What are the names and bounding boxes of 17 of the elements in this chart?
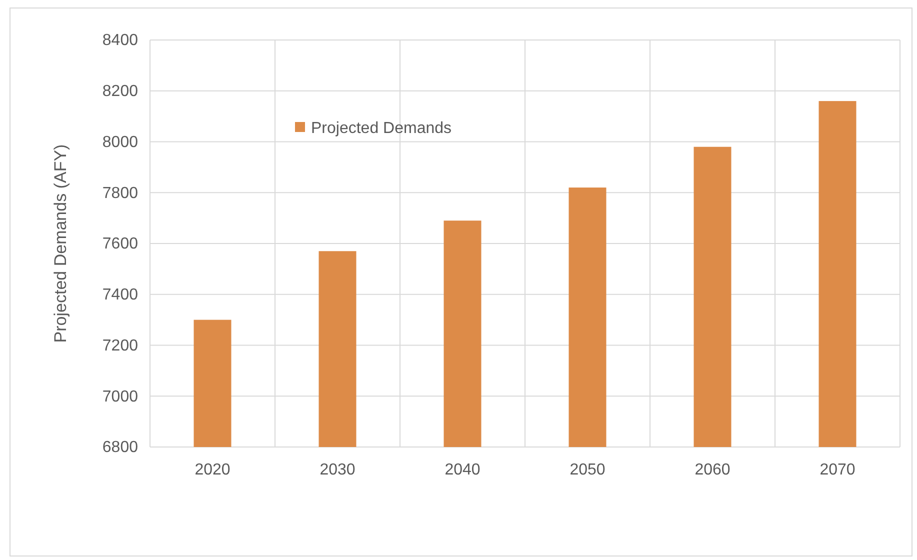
x-tick-label: 2030 bbox=[320, 461, 356, 478]
y-tick-label: 6800 bbox=[102, 439, 138, 456]
x-tick-label: 2040 bbox=[444, 461, 480, 478]
x-tick-label: 2020 bbox=[194, 461, 230, 478]
y-tick-label: 7400 bbox=[102, 286, 138, 304]
x-tick-label: 2060 bbox=[694, 461, 730, 478]
y-tick-label: 7000 bbox=[102, 388, 138, 406]
y-tick-label: 8400 bbox=[102, 32, 138, 50]
y-tick-label: 8200 bbox=[102, 82, 138, 100]
y-tick-label: 8000 bbox=[102, 134, 138, 151]
x-tick-label: 2050 bbox=[570, 461, 606, 478]
legend-label: Projected Demands bbox=[311, 120, 452, 137]
y-tick-label: 7200 bbox=[102, 337, 138, 354]
y-tick-label: 7600 bbox=[102, 236, 138, 253]
y-axis-title: Projected Demands (AFY) bbox=[51, 144, 70, 343]
y-tick-label: 7800 bbox=[102, 184, 138, 202]
x-tick-label: 2070 bbox=[820, 461, 856, 478]
